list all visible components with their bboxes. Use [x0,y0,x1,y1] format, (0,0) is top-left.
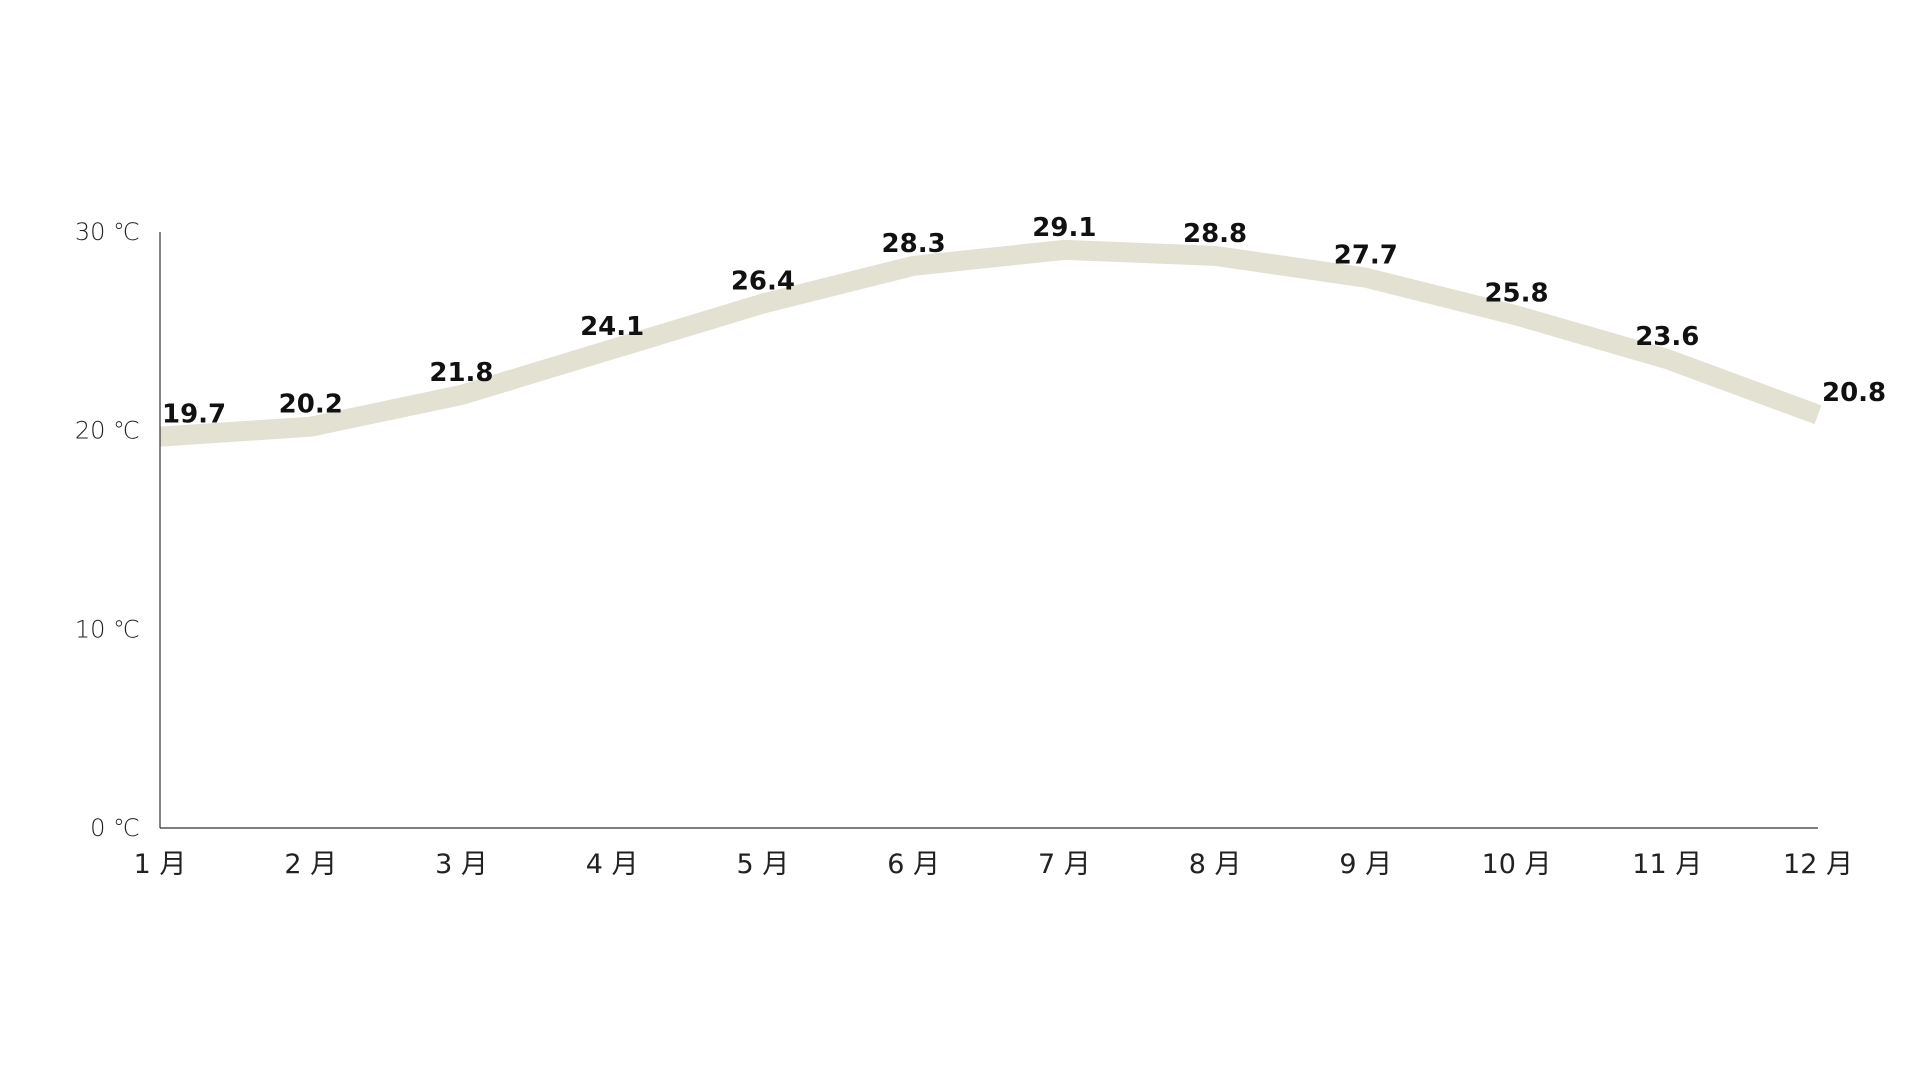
data-label: 25.8 [1484,278,1548,308]
x-axis-ticks: 1 月 2 月 3 月 4 月 5 月 6 月 7 月 8 月 9 月 10 月 11 月 12 月 [134,849,1853,880]
x-tick-label: 1 月 [134,849,187,880]
x-tick-label: 6 月 [887,849,940,880]
y-tick-label: 0 ℃ [90,814,140,842]
x-tick-label: 5 月 [737,849,790,880]
x-tick-label: 2 月 [284,849,337,880]
series-layer [160,250,1818,437]
data-label: 29.1 [1032,213,1096,243]
x-tick-label: 9 月 [1339,849,1392,880]
data-label: 20.8 [1822,378,1886,408]
data-label: 23.6 [1635,322,1699,352]
y-tick-label: 10 ℃ [75,615,140,643]
data-label: 27.7 [1334,241,1398,271]
data-label: 28.3 [882,229,946,259]
x-tick-label: 4 月 [586,849,639,880]
x-tick-label: 12 月 [1783,849,1853,880]
data-label: 19.7 [162,400,226,430]
y-tick-label: 30 ℃ [75,218,140,246]
y-axis-ticks: 0 ℃ 10 ℃ 20 ℃ 30 ℃ [75,218,140,842]
x-tick-label: 10 月 [1482,849,1552,880]
data-label: 26.4 [731,267,795,297]
x-tick-label: 7 月 [1038,849,1091,880]
data-label: 20.2 [279,390,343,420]
data-label: 24.1 [580,312,644,342]
data-label: 28.8 [1183,219,1247,249]
x-tick-label: 8 月 [1189,849,1242,880]
series-line [160,250,1818,437]
data-label: 21.8 [429,358,493,388]
x-tick-label: 11 月 [1632,849,1702,880]
x-tick-label: 3 月 [435,849,488,880]
y-tick-label: 20 ℃ [75,417,140,445]
